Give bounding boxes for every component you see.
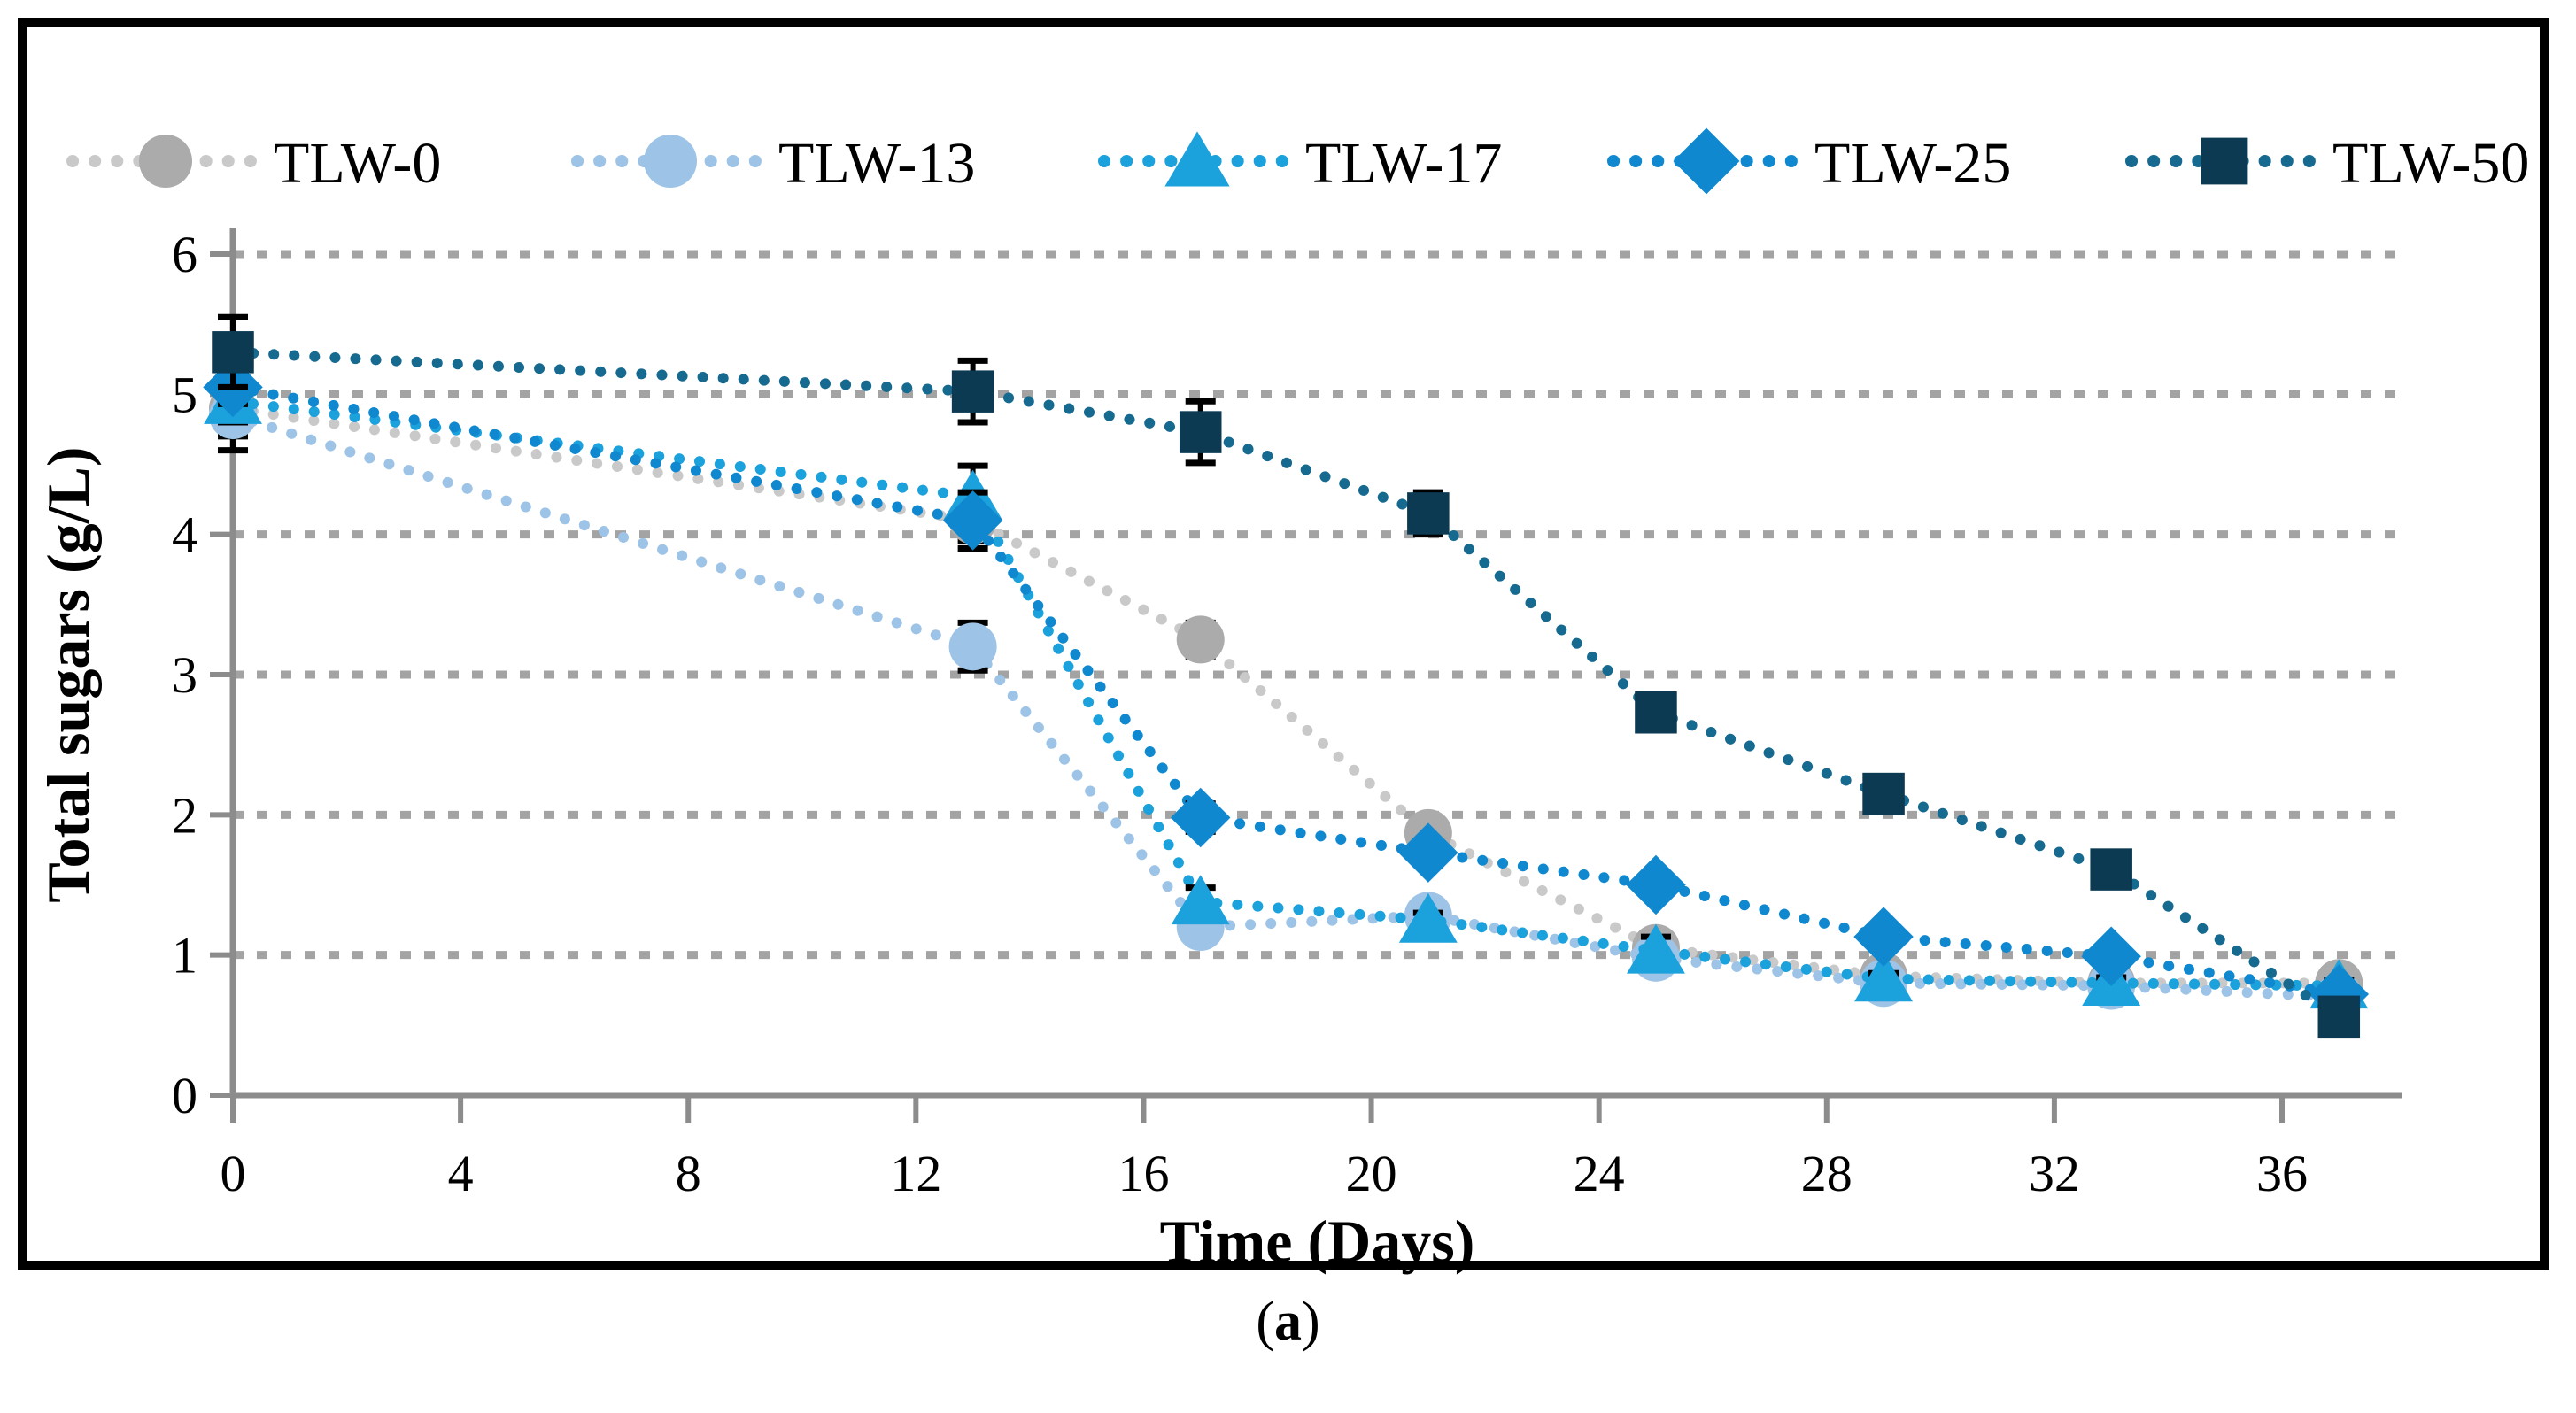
legend-label: TLW-17	[1305, 131, 1502, 196]
x-tick-label: 32	[2029, 1145, 2080, 1202]
tlw-25-point-day21	[1398, 822, 1458, 883]
x-tick-label: 36	[2256, 1145, 2308, 1202]
circle-icon	[644, 135, 697, 188]
x-tick-label: 24	[1574, 1145, 1625, 1202]
series-tlw-25	[203, 357, 2370, 1024]
legend-label: TLW-13	[778, 131, 975, 196]
triangle-icon	[1164, 131, 1230, 187]
y-tick-label: 3	[172, 646, 197, 704]
x-tick-label: 12	[890, 1145, 941, 1202]
tlw-50-point-day13	[951, 370, 994, 413]
tlw-25-point-day29	[1853, 907, 1914, 967]
legend-label: TLW-25	[1814, 131, 2011, 196]
legend-item-tlw-0	[66, 135, 265, 188]
series-tlw-50	[212, 313, 2361, 1039]
chart-frame	[18, 18, 2549, 1270]
y-axis-title: Total sugars (g/L)	[35, 446, 102, 902]
y-tick-label: 4	[172, 506, 197, 564]
tlw-25-point-day33	[2081, 926, 2141, 986]
series-tlw-13	[209, 377, 2363, 1022]
figure-caption: (a)	[0, 1291, 2576, 1354]
tlw-50-point-day17	[1179, 411, 1222, 453]
y-tick-label: 6	[172, 226, 197, 283]
tlw-0-point-day17	[1176, 615, 1225, 664]
series-tlw-17	[204, 374, 2369, 1009]
x-tick-label: 20	[1346, 1145, 1397, 1202]
tlw-50-point-day29	[1862, 772, 1905, 815]
y-tick-label: 2	[172, 786, 197, 844]
tlw-17-point-day17	[1171, 875, 1230, 925]
tlw-50-point-day33	[2090, 848, 2132, 891]
tlw-50-point-day37	[2317, 995, 2361, 1039]
x-tick-label: 4	[448, 1145, 474, 1202]
tlw-25-line	[228, 382, 2345, 1000]
tlw-17-line	[228, 396, 2345, 992]
tlw-50-line	[228, 346, 2345, 1023]
x-tick-label: 8	[676, 1145, 701, 1202]
square-icon	[2201, 137, 2248, 185]
series-tlw-0	[209, 377, 2363, 1008]
x-axis-title: Time (Days)	[1160, 1208, 1475, 1275]
legend-item-tlw-13	[571, 135, 770, 188]
circle-icon	[139, 135, 192, 188]
tlw-25-point-day25	[1626, 854, 1686, 915]
x-tick-label: 28	[1801, 1145, 1853, 1202]
y-tick-label: 5	[172, 366, 197, 423]
tlw-50-point-day21	[1407, 492, 1450, 535]
tlw-13-point-day13	[948, 622, 997, 671]
y-tick-label: 0	[172, 1067, 197, 1124]
legend-item-tlw-25	[1607, 127, 1806, 195]
tlw-17-point-day29	[1854, 952, 1914, 1002]
x-tick-label: 16	[1118, 1145, 1169, 1202]
caption-close: )	[1302, 1292, 1320, 1352]
diamond-icon	[1673, 127, 1740, 195]
tlw-13-line	[228, 410, 2345, 1003]
legend-item-tlw-50	[2125, 137, 2324, 185]
tlw-50-point-day0	[212, 331, 254, 374]
legend-label: TLW-50	[2332, 131, 2529, 196]
x-tick-label: 0	[220, 1145, 246, 1202]
y-tick-label: 1	[172, 927, 197, 984]
tlw-17-point-day21	[1398, 892, 1458, 943]
caption-letter: a	[1274, 1292, 1302, 1352]
tlw-0-line	[228, 403, 2345, 989]
legend-label: TLW-0	[274, 131, 441, 196]
legend-item-tlw-17	[1098, 131, 1296, 187]
tlw-25-point-day13	[942, 490, 1003, 551]
tlw-25-point-day17	[1170, 787, 1231, 848]
tlw-17-point-day25	[1627, 923, 1685, 974]
tlw-50-point-day25	[1635, 691, 1677, 734]
caption-open: (	[1256, 1292, 1274, 1352]
